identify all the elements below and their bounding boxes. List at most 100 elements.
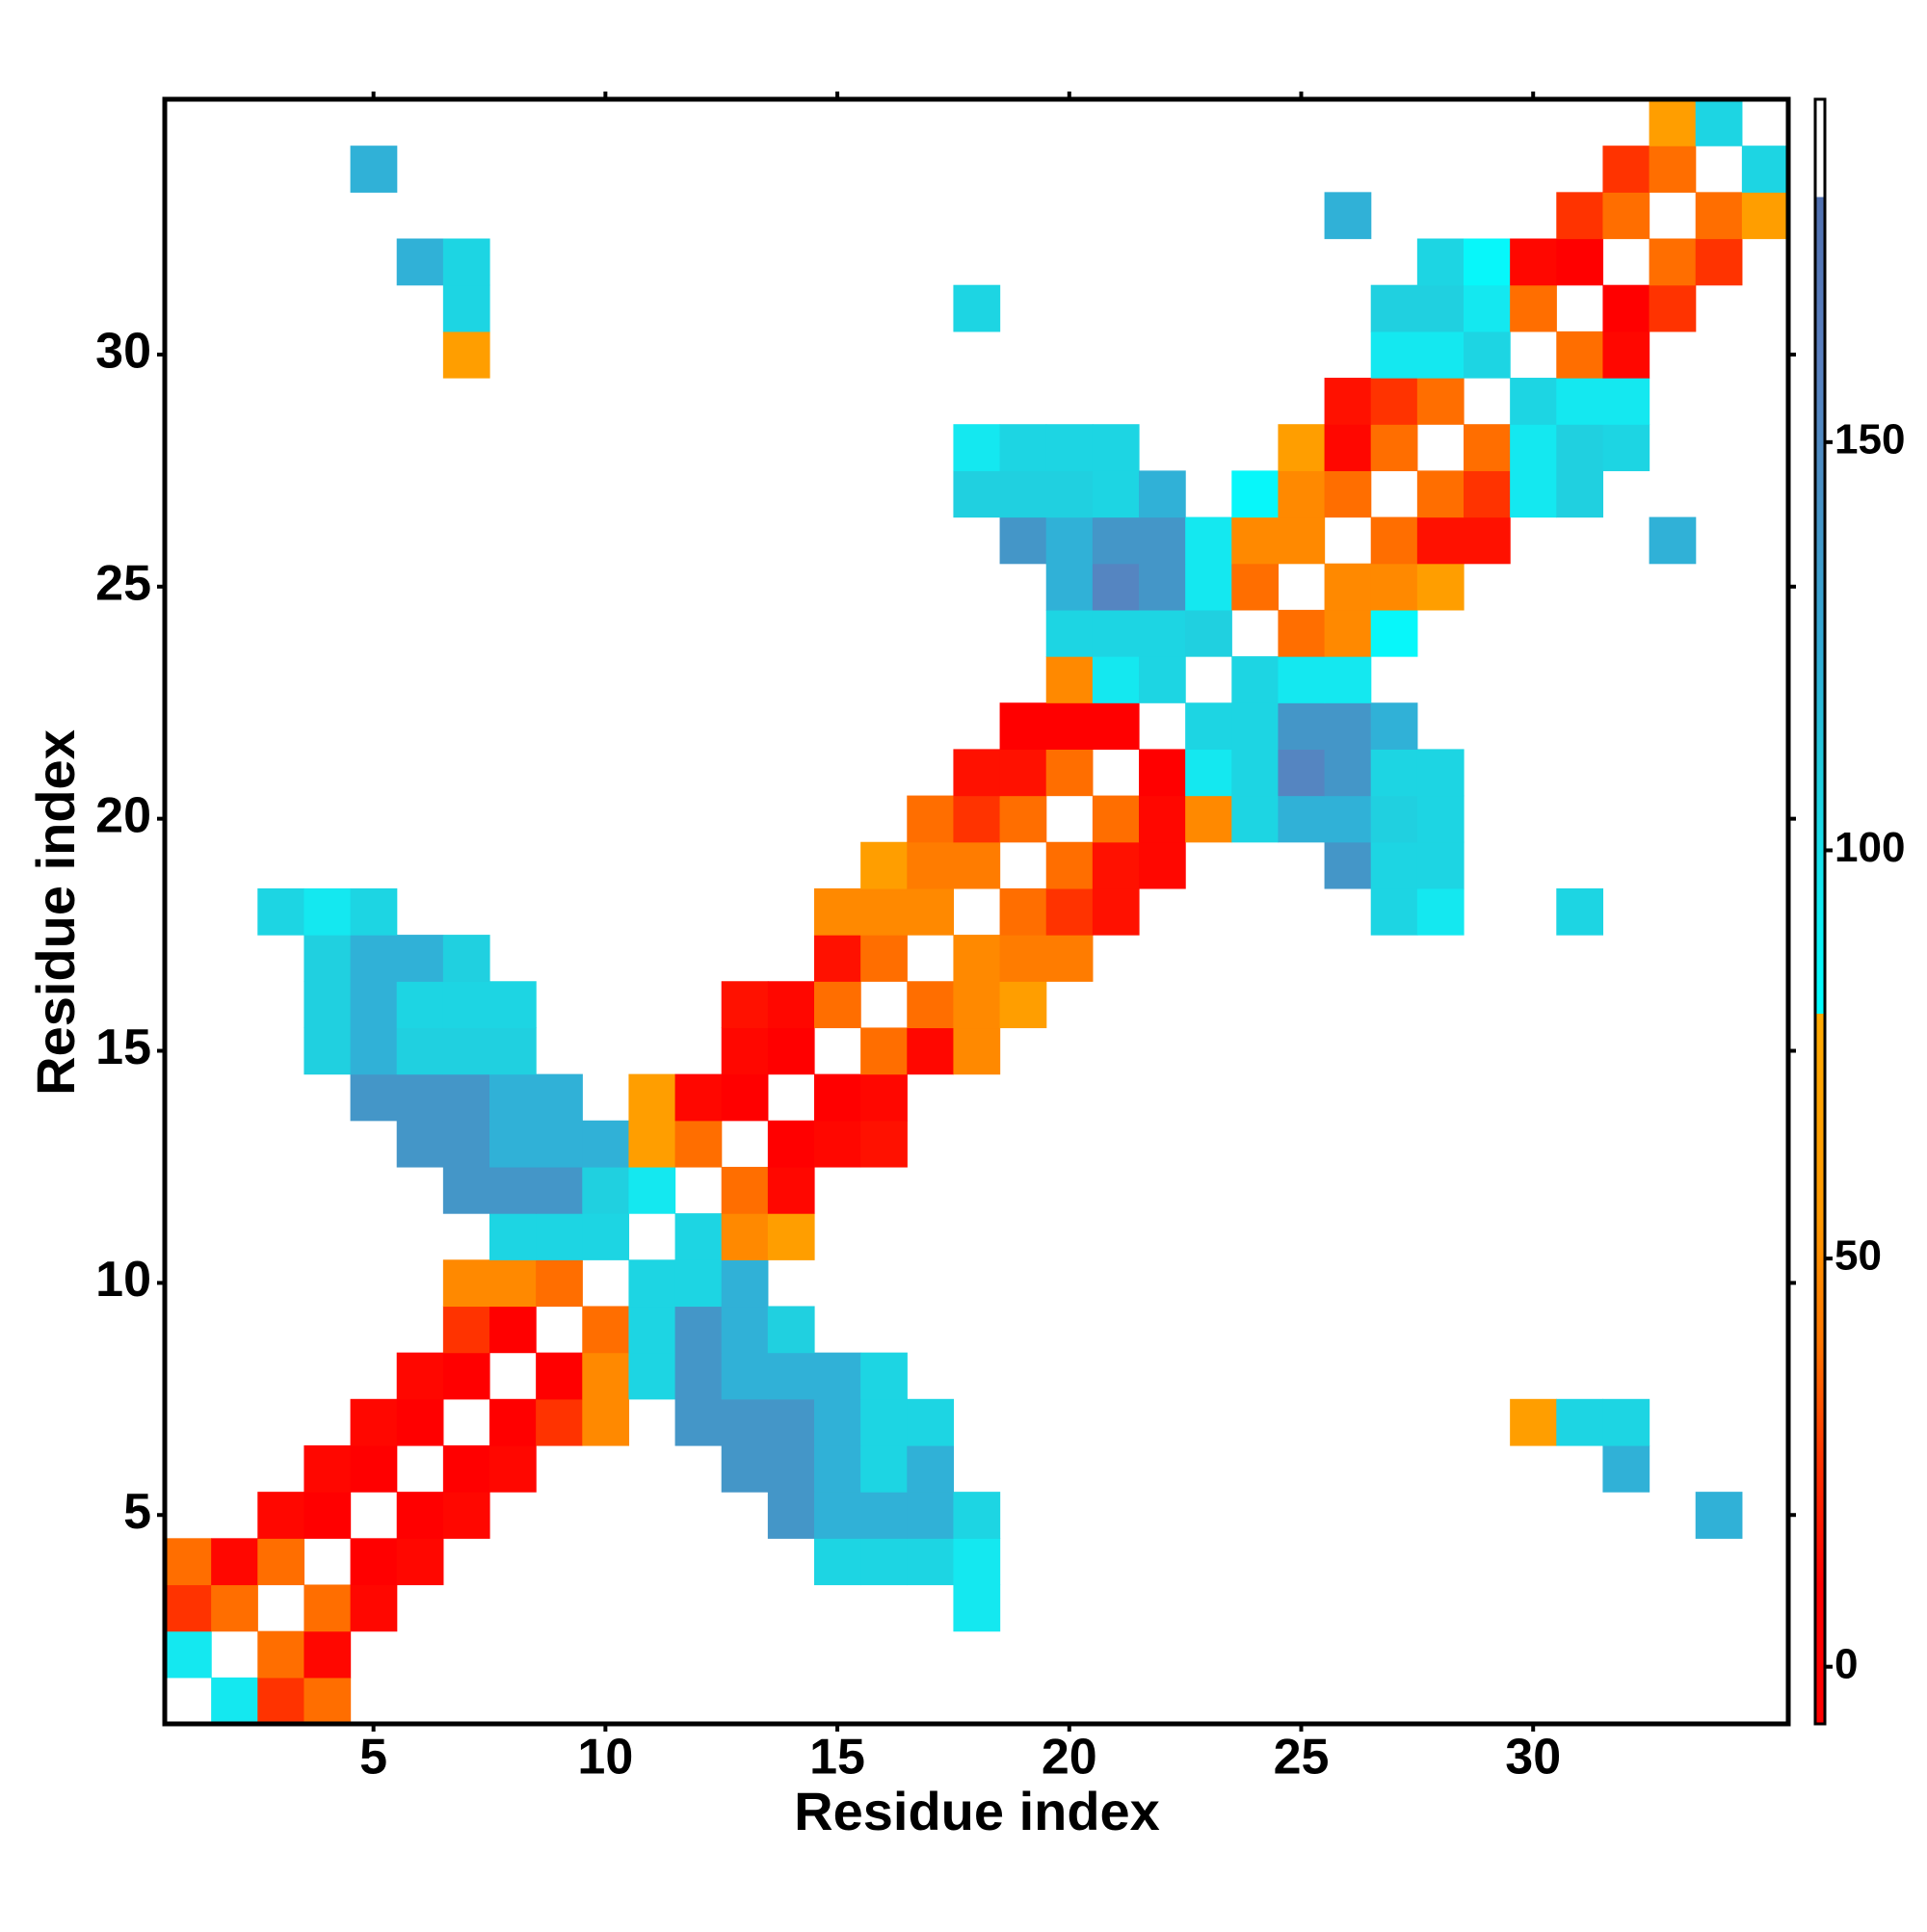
heat-cell — [1185, 702, 1232, 750]
heat-cell — [442, 1027, 490, 1075]
heat-cell — [860, 1444, 908, 1493]
heat-cell — [767, 1213, 815, 1260]
heat-cell — [304, 1444, 352, 1493]
heat-cell — [999, 424, 1047, 471]
x-tick-label: 10 — [577, 1730, 633, 1786]
heat-cell — [721, 1306, 769, 1354]
heat-cell — [582, 1213, 630, 1260]
heat-cell — [999, 887, 1047, 936]
heat-cell — [999, 981, 1047, 1029]
heat-cell — [1556, 331, 1604, 379]
heat-cell — [907, 1492, 955, 1539]
heat-cell — [1278, 470, 1326, 518]
heat-cell — [350, 887, 398, 936]
heat-cell — [1370, 378, 1418, 425]
heat-cell — [814, 1398, 861, 1446]
heat-cell — [1649, 146, 1697, 193]
heat-cell — [953, 981, 1001, 1029]
heat-cell — [1370, 841, 1418, 889]
heat-cell — [1556, 1398, 1604, 1446]
heat-cell — [536, 1352, 583, 1400]
heat-cell — [211, 1677, 258, 1725]
heat-cell — [1370, 563, 1418, 611]
heat-cell — [1092, 470, 1140, 518]
heat-cell — [999, 749, 1047, 797]
heat-cell — [907, 887, 955, 936]
heat-cell — [582, 1306, 630, 1354]
heat-cell — [1045, 935, 1094, 982]
heat-cell — [1139, 470, 1186, 518]
heat-cell — [953, 284, 1001, 332]
heat-cell — [1045, 841, 1094, 889]
heat-cell — [350, 1073, 398, 1122]
heat-cell — [1556, 238, 1604, 286]
heat-cell — [1510, 424, 1557, 471]
heat-cell — [1231, 563, 1280, 611]
heat-cell — [721, 981, 769, 1029]
heat-cell — [1185, 609, 1232, 657]
heat-cell — [1370, 424, 1418, 471]
heat-cell — [1510, 470, 1557, 518]
heat-cell — [999, 795, 1047, 843]
heat-cell — [396, 1492, 444, 1539]
heat-cell — [953, 935, 1001, 982]
heat-cell — [1092, 841, 1140, 889]
heat-cell — [1139, 563, 1186, 611]
x-tick-label: 30 — [1505, 1730, 1561, 1786]
heat-cell — [814, 1444, 861, 1493]
heat-cell — [628, 1073, 676, 1122]
heat-cell — [1139, 795, 1186, 843]
heat-cell — [165, 1584, 212, 1632]
heat-cell — [860, 1073, 908, 1122]
heat-cell — [1602, 284, 1650, 332]
heat-cell — [489, 1120, 537, 1168]
heat-cell — [1416, 331, 1465, 379]
heat-cell — [1092, 516, 1140, 565]
heat-cell — [350, 1444, 398, 1493]
heat-cell — [860, 841, 908, 889]
colorbar-tick-label: 0 — [1835, 1640, 1858, 1687]
heat-cell — [350, 935, 398, 982]
y-tick-label: 5 — [123, 1484, 151, 1540]
heat-cell — [442, 331, 490, 379]
heat-cell — [1324, 656, 1372, 703]
heat-cell — [814, 1120, 861, 1168]
heat-cell — [489, 1027, 537, 1075]
heat-cell — [536, 1073, 583, 1122]
heat-cell — [1510, 284, 1557, 332]
heat-cell — [304, 887, 352, 936]
heat-cell — [1556, 887, 1604, 936]
heat-cell — [489, 981, 537, 1029]
heat-cell — [1324, 702, 1372, 750]
x-tick-label: 15 — [809, 1730, 865, 1786]
heat-cell — [304, 981, 352, 1029]
heat-cell — [1092, 887, 1140, 936]
heat-cell — [1278, 702, 1326, 750]
heat-cell — [814, 887, 861, 936]
heat-cell — [1324, 841, 1372, 889]
y-tick-label: 20 — [95, 787, 151, 843]
heat-cell — [489, 1073, 537, 1122]
heat-cell — [489, 1213, 537, 1260]
cells — [165, 99, 1789, 1725]
colorbar-tick-label: 150 — [1835, 415, 1905, 463]
heat-cell — [674, 1352, 723, 1400]
heat-cell — [999, 935, 1047, 982]
heat-cell — [1416, 749, 1465, 797]
heat-cell — [1139, 609, 1186, 657]
heat-cell — [860, 1492, 908, 1539]
heat-cell — [1139, 841, 1186, 889]
x-tick-label: 20 — [1042, 1730, 1097, 1786]
heat-cell — [1231, 656, 1280, 703]
heat-cell — [1464, 284, 1511, 332]
heat-cell — [1185, 516, 1232, 565]
heat-cell — [1092, 563, 1140, 611]
heat-cell — [489, 1166, 537, 1214]
heat-cell — [1370, 702, 1418, 750]
heat-cell — [674, 1073, 723, 1122]
heat-cell — [1139, 516, 1186, 565]
heat-cell — [1278, 656, 1326, 703]
heat-cell — [442, 1444, 490, 1493]
heat-cell — [1602, 378, 1650, 425]
